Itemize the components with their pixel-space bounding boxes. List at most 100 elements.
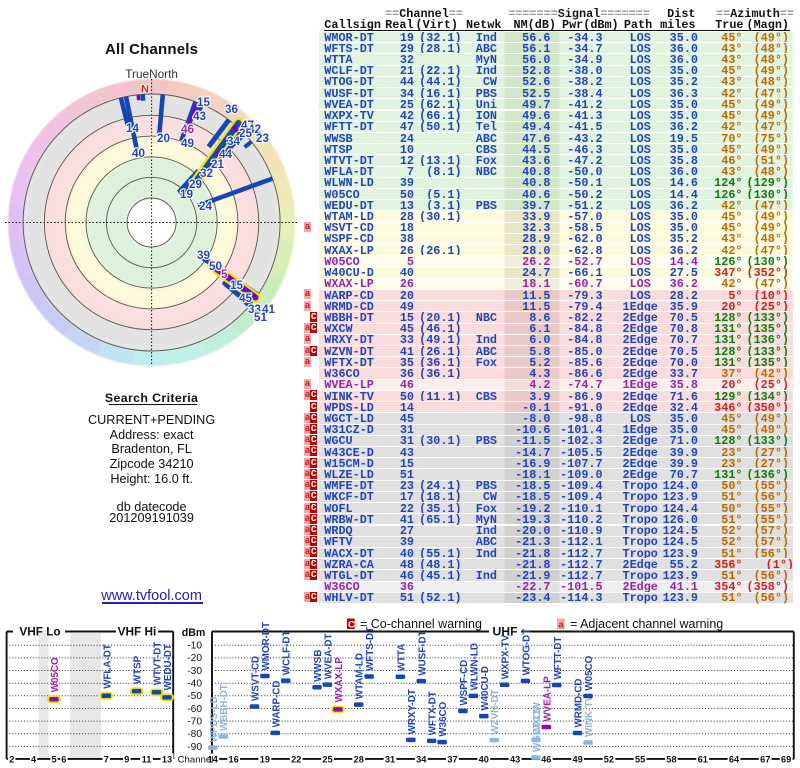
svg-text:C: C (348, 620, 355, 631)
svg-text:WVEA-LP: WVEA-LP (542, 676, 553, 722)
svg-text:6: 6 (61, 754, 66, 764)
svg-text:24: 24 (199, 200, 213, 213)
svg-text:25: 25 (239, 127, 253, 140)
svg-text:-80: -80 (187, 729, 202, 740)
svg-text:W05CO: W05CO (584, 655, 595, 690)
svg-text:VHF Hi: VHF Hi (118, 625, 157, 639)
svg-text:WINK-TV: WINK-TV (584, 695, 595, 737)
svg-text:WTVT-DT: WTVT-DT (153, 642, 164, 686)
svg-text:WFTS-DT: WFTS-DT (365, 627, 376, 671)
svg-text:dBm: dBm (182, 627, 206, 639)
svg-text:61: 61 (698, 754, 708, 764)
svg-text:5: 5 (51, 754, 56, 764)
svg-text:49: 49 (181, 137, 195, 150)
svg-text:23: 23 (256, 132, 270, 145)
svg-text:41: 41 (262, 303, 276, 316)
svg-text:WZVN-DT: WZVN-DT (490, 689, 501, 734)
svg-text:WTTA: WTTA (396, 644, 407, 672)
svg-text:4: 4 (31, 754, 37, 764)
svg-text:-60: -60 (187, 704, 202, 715)
svg-text:45: 45 (239, 292, 253, 305)
svg-text:40: 40 (479, 754, 489, 764)
svg-text:69: 69 (781, 754, 791, 764)
svg-text:64: 64 (729, 754, 740, 764)
svg-text:44: 44 (219, 148, 233, 161)
svg-text:WLWN-LD: WLWN-LD (469, 643, 480, 690)
svg-text:WWSB: WWSB (313, 650, 324, 682)
svg-text:19: 19 (260, 754, 270, 764)
svg-text:31: 31 (385, 754, 395, 764)
svg-text:67: 67 (760, 754, 770, 764)
svg-text:40: 40 (132, 147, 146, 160)
svg-text:= Co-channel warning: = Co-channel warning (360, 617, 482, 631)
svg-text:a: a (559, 620, 565, 631)
svg-text:28: 28 (354, 754, 364, 764)
svg-text:33: 33 (248, 303, 262, 316)
svg-text:-10: -10 (187, 641, 202, 652)
svg-text:52: 52 (604, 754, 614, 764)
svg-text:15: 15 (197, 96, 211, 109)
svg-text:16: 16 (228, 754, 238, 764)
svg-text:WTSP: WTSP (133, 655, 144, 684)
svg-text:34: 34 (227, 135, 241, 148)
svg-text:WXPX-TV: WXPX-TV (501, 634, 512, 679)
svg-text:W05CO: W05CO (50, 657, 61, 692)
svg-text:19: 19 (180, 188, 194, 201)
svg-text:49: 49 (572, 754, 582, 764)
svg-text:22: 22 (291, 754, 301, 764)
svg-text:WEDU-DT: WEDU-DT (163, 644, 174, 690)
svg-text:UHF: UHF (492, 625, 517, 639)
svg-text:WMOR-DT: WMOR-DT (261, 622, 272, 670)
svg-text:39: 39 (197, 249, 211, 262)
svg-text:WFLA-DT: WFLA-DT (102, 644, 113, 689)
svg-text:37: 37 (447, 754, 457, 764)
svg-text:15: 15 (230, 279, 244, 292)
svg-text:WXAX-LP: WXAX-LP (334, 657, 345, 703)
svg-text:2: 2 (9, 754, 14, 764)
svg-text:WARP-CD: WARP-CD (271, 681, 282, 728)
svg-text:N: N (141, 84, 149, 96)
svg-text:50: 50 (209, 260, 223, 273)
svg-text:-40: -40 (187, 679, 202, 690)
svg-text:25: 25 (322, 754, 332, 764)
svg-text:-30: -30 (187, 666, 202, 677)
svg-text:55: 55 (635, 754, 645, 764)
svg-text:WTAM-LD: WTAM-LD (355, 653, 366, 699)
svg-text:21: 21 (211, 158, 225, 171)
svg-text:47: 47 (241, 119, 254, 132)
svg-text:WRXY-DT: WRXY-DT (407, 689, 418, 734)
svg-text:W36CO: W36CO (438, 701, 449, 736)
svg-text:34: 34 (416, 754, 427, 764)
svg-text:7: 7 (104, 754, 109, 764)
svg-text:WGCT-LD: WGCT-LD (532, 706, 543, 752)
svg-text:43: 43 (510, 754, 520, 764)
svg-text:14: 14 (126, 122, 140, 135)
svg-text:WSPF-CD: WSPF-CD (459, 660, 470, 706)
svg-text:VHF Lo: VHF Lo (19, 625, 60, 639)
svg-text:WBBH-DT: WBBH-DT (219, 684, 230, 731)
svg-text:42: 42 (248, 123, 262, 136)
svg-text:14: 14 (208, 754, 219, 764)
svg-text:W40CU-D: W40CU-D (480, 666, 491, 711)
svg-text:29: 29 (189, 178, 203, 191)
svg-text:5: 5 (221, 268, 228, 281)
svg-text:-50: -50 (187, 691, 202, 702)
svg-text:43: 43 (193, 110, 207, 123)
svg-text:= Adjacent channel warning: = Adjacent channel warning (570, 617, 723, 631)
svg-text:WXCW: WXCW (532, 701, 543, 734)
svg-text:36: 36 (225, 103, 239, 116)
svg-text:WRMD-CD: WRMD-CD (574, 679, 585, 728)
svg-text:-20: -20 (187, 653, 202, 664)
svg-text:WSVT-CD: WSVT-CD (250, 656, 261, 701)
svg-text:13: 13 (162, 754, 172, 764)
svg-text:11: 11 (142, 754, 152, 764)
svg-text:WUSF-DT: WUSF-DT (417, 630, 428, 675)
svg-text:-90: -90 (187, 742, 202, 753)
svg-text:WTOG-DT: WTOG-DT (521, 629, 532, 676)
svg-text:46: 46 (541, 754, 551, 764)
svg-text:46: 46 (181, 123, 195, 136)
svg-text:WFTT-DT: WFTT-DT (553, 637, 564, 680)
svg-text:20: 20 (157, 132, 171, 145)
svg-text:WVEA-DT: WVEA-DT (323, 633, 334, 679)
svg-text:32: 32 (200, 167, 214, 180)
